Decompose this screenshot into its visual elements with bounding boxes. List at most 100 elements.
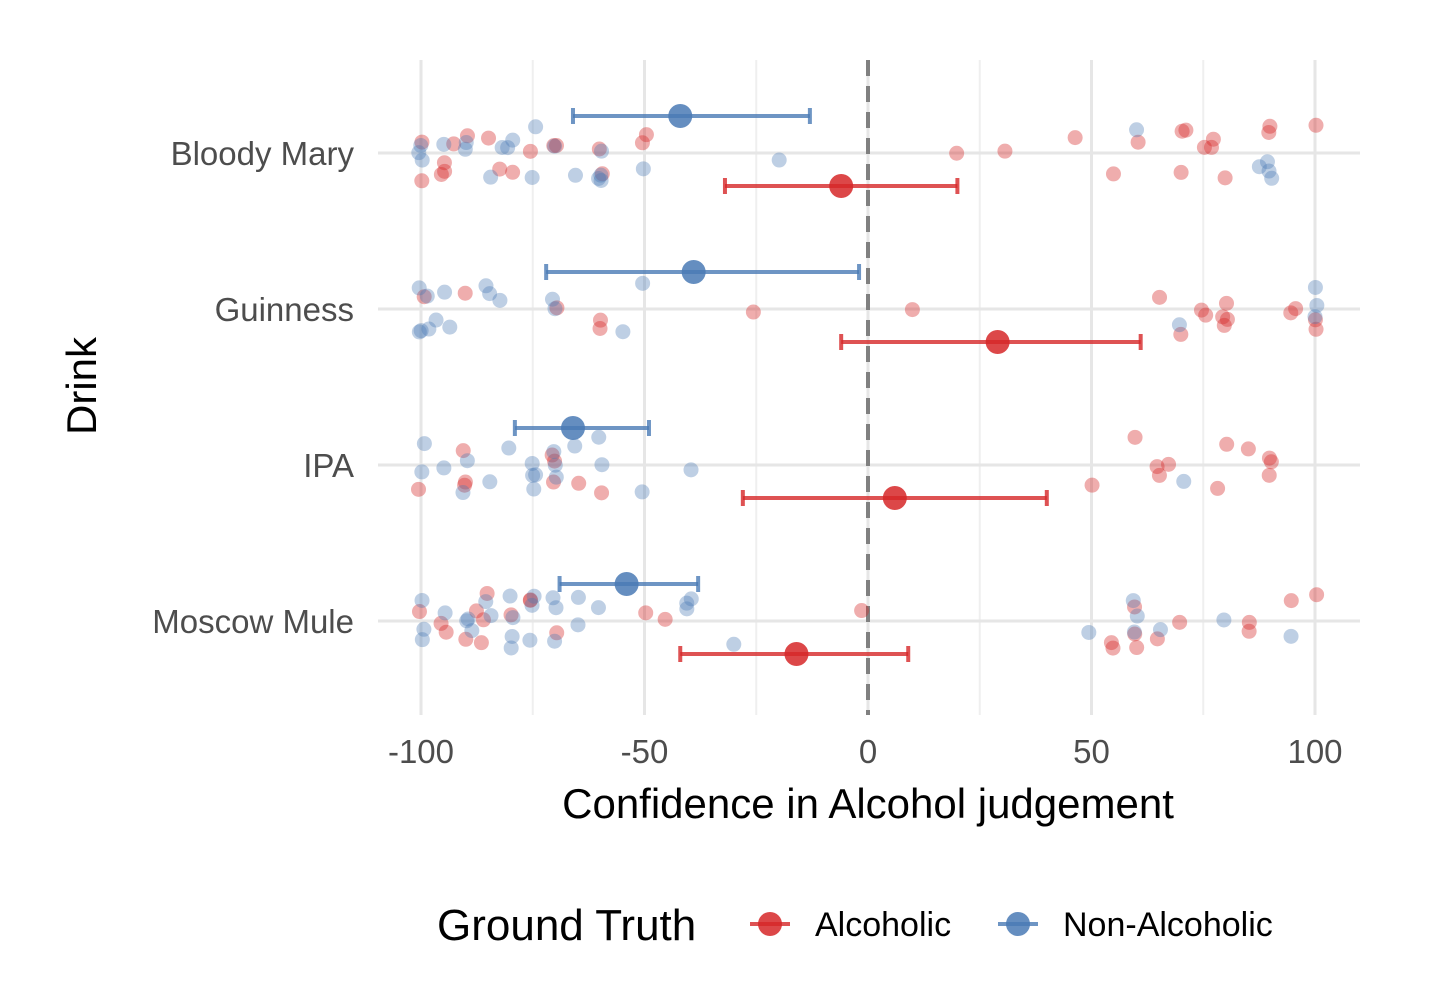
data-point bbox=[635, 275, 651, 291]
data-point bbox=[414, 592, 430, 608]
data-point bbox=[1105, 166, 1121, 182]
data-point bbox=[634, 484, 650, 500]
data-point bbox=[457, 285, 473, 301]
data-point bbox=[459, 453, 475, 469]
data-point bbox=[411, 324, 427, 340]
data-point bbox=[1067, 130, 1083, 146]
data-point bbox=[522, 143, 538, 159]
data-point bbox=[547, 301, 563, 317]
data-point bbox=[414, 464, 430, 480]
summary-non-alcoholic bbox=[570, 104, 812, 128]
data-point bbox=[504, 629, 520, 645]
data-point bbox=[1130, 134, 1146, 150]
data-point bbox=[591, 141, 607, 157]
data-point bbox=[904, 302, 920, 318]
data-point bbox=[1129, 608, 1145, 624]
data-point bbox=[492, 161, 508, 177]
data-point bbox=[549, 625, 565, 641]
summary-non-alcoholic bbox=[512, 416, 651, 440]
data-point bbox=[594, 166, 610, 182]
data-point bbox=[416, 621, 432, 637]
mean-point bbox=[614, 572, 639, 596]
data-point bbox=[544, 291, 560, 307]
data-point bbox=[475, 612, 491, 628]
legend: Ground Truth Alcoholic Non-Alcoholic bbox=[437, 901, 1273, 950]
data-point bbox=[526, 588, 542, 604]
data-point bbox=[1152, 289, 1168, 305]
data-point bbox=[524, 169, 540, 185]
data-point bbox=[522, 592, 538, 608]
data-point bbox=[458, 631, 474, 647]
data-point bbox=[1241, 623, 1257, 639]
data-point bbox=[1309, 587, 1325, 603]
data-point bbox=[413, 137, 429, 153]
legend-label: Alcoholic bbox=[815, 906, 951, 944]
data-point bbox=[679, 595, 695, 611]
raw-points bbox=[411, 117, 1325, 656]
data-point bbox=[679, 601, 695, 617]
data-point bbox=[1196, 139, 1212, 155]
data-point bbox=[1216, 317, 1232, 333]
data-point bbox=[1161, 456, 1177, 472]
summary-alcoholic bbox=[722, 174, 960, 198]
legend-label: Non-Alcoholic bbox=[1063, 906, 1273, 944]
data-point bbox=[1288, 301, 1304, 317]
data-point bbox=[433, 166, 449, 182]
data-point bbox=[502, 588, 518, 604]
mean-ci-markers bbox=[512, 104, 1143, 666]
data-point bbox=[771, 152, 787, 168]
data-point bbox=[481, 130, 497, 146]
data-point bbox=[1261, 163, 1277, 179]
mean-point bbox=[882, 486, 907, 510]
data-point bbox=[594, 485, 610, 501]
data-point bbox=[1307, 312, 1323, 328]
data-point bbox=[457, 141, 473, 157]
data-point bbox=[1151, 467, 1167, 483]
data-point bbox=[433, 615, 449, 631]
data-point bbox=[1081, 624, 1097, 640]
data-point bbox=[1216, 612, 1232, 628]
data-point bbox=[419, 288, 435, 304]
y-tick-label: Bloody Mary bbox=[171, 135, 355, 172]
data-point bbox=[421, 321, 437, 337]
data-point bbox=[522, 592, 538, 608]
data-point bbox=[1210, 480, 1226, 496]
data-point bbox=[505, 164, 521, 180]
data-point bbox=[854, 603, 870, 619]
data-point bbox=[416, 436, 432, 452]
x-tick-label: 100 bbox=[1287, 733, 1342, 770]
data-point bbox=[545, 590, 561, 606]
data-point bbox=[436, 136, 452, 152]
data-point bbox=[1264, 170, 1280, 186]
data-point bbox=[524, 597, 540, 613]
data-point bbox=[473, 635, 489, 651]
data-point bbox=[492, 292, 508, 308]
data-point bbox=[592, 320, 608, 336]
data-point bbox=[1261, 124, 1277, 140]
data-point bbox=[1105, 640, 1121, 656]
data-point bbox=[1126, 624, 1142, 640]
data-point bbox=[1149, 631, 1165, 647]
data-point bbox=[1205, 131, 1221, 147]
data-point bbox=[455, 485, 471, 501]
data-point bbox=[1219, 436, 1235, 452]
y-tick-label: Guinness bbox=[215, 291, 354, 328]
data-point bbox=[1262, 118, 1278, 134]
data-point bbox=[436, 460, 452, 476]
data-point bbox=[478, 278, 494, 294]
data-point bbox=[457, 474, 473, 490]
summary-alcoholic bbox=[740, 486, 1049, 510]
data-point bbox=[457, 477, 473, 493]
data-point bbox=[1127, 599, 1143, 615]
data-point bbox=[458, 135, 474, 151]
data-point bbox=[547, 457, 563, 473]
data-point bbox=[503, 640, 519, 656]
data-point bbox=[591, 170, 607, 186]
data-point bbox=[411, 481, 427, 497]
data-point bbox=[570, 617, 586, 633]
data-point bbox=[634, 135, 650, 151]
data-point bbox=[524, 455, 540, 471]
data-point bbox=[615, 324, 631, 340]
y-tick-label: IPA bbox=[303, 447, 354, 484]
